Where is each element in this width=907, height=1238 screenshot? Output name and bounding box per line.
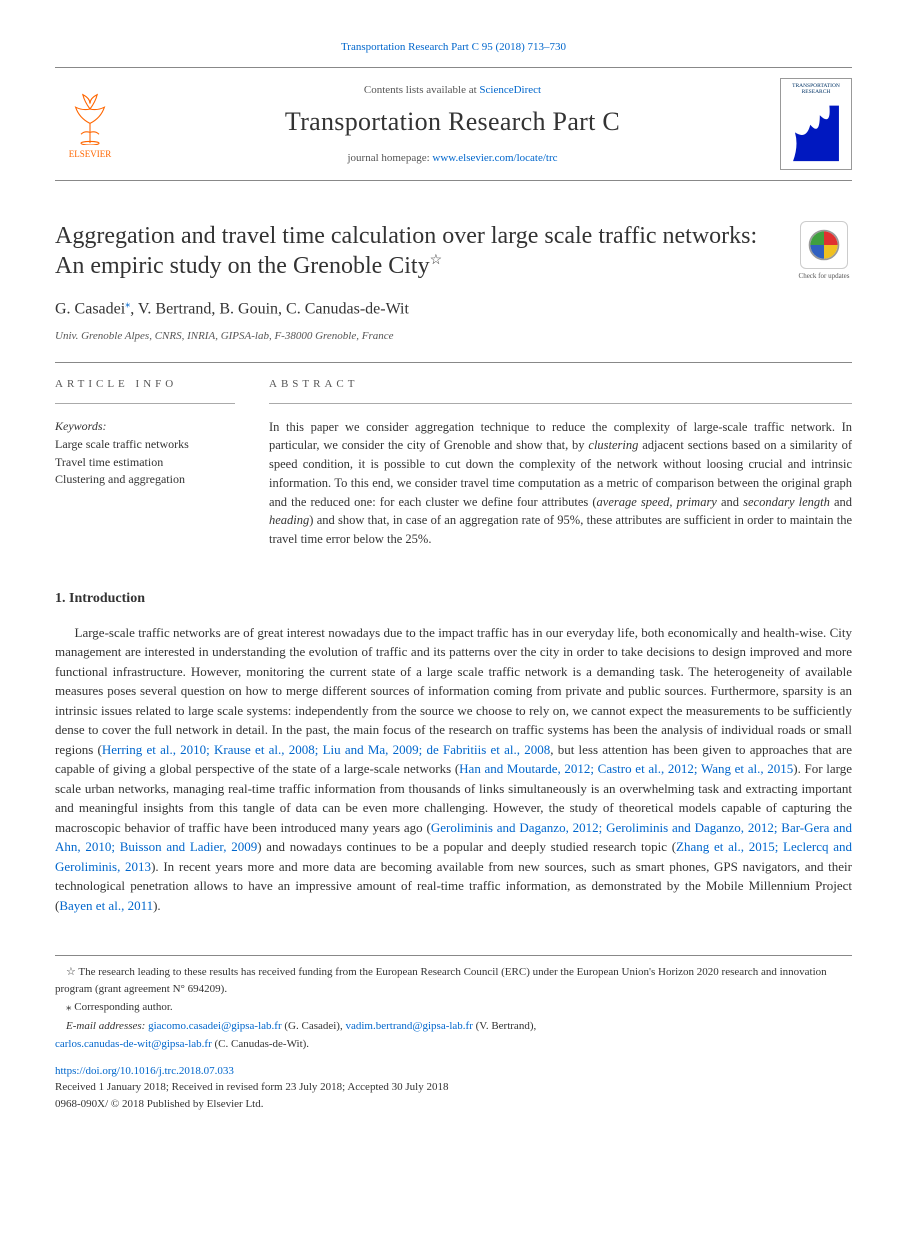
divider [55, 362, 852, 363]
abstract-column: ABSTRACT In this paper we consider aggre… [269, 377, 852, 549]
authors-rest: , V. Bertrand, B. Gouin, C. Canudas-de-W… [130, 301, 409, 318]
funding-footnote: ☆ The research leading to these results … [55, 964, 852, 997]
article-info-column: ARTICLE INFO Keywords: Large scale traff… [55, 377, 235, 549]
keyword-item: Travel time estimation [55, 454, 235, 471]
email-link[interactable]: giacomo.casadei@gipsa-lab.fr [148, 1020, 282, 1032]
contents-prefix: Contents lists available at [364, 84, 479, 96]
journal-homepage-line: journal homepage: www.elsevier.com/locat… [137, 151, 768, 166]
elsevier-logo: ELSEVIER [55, 84, 125, 164]
intro-paragraph: Large-scale traffic networks are of grea… [55, 623, 852, 916]
check-updates-label: Check for updates [796, 272, 852, 282]
journal-name: Transportation Research Part C [137, 104, 768, 140]
intro-text: ) and nowadays continues to be a popular… [257, 839, 676, 854]
email-link[interactable]: vadim.bertrand@gipsa-lab.fr [345, 1020, 472, 1032]
received-dates: Received 1 January 2018; Received in rev… [55, 1079, 852, 1096]
journal-citation: Transportation Research Part C 95 (2018)… [55, 40, 852, 55]
author-first: G. Casadei [55, 301, 125, 318]
journal-homepage-link[interactable]: www.elsevier.com/locate/trc [432, 152, 557, 164]
corresponding-footnote: ⁎ Corresponding author. [55, 999, 852, 1016]
intro-text: ). In recent years more and more data ar… [55, 859, 852, 913]
keyword-item: Clustering and aggregation [55, 471, 235, 488]
email-who: (V. Bertrand), [473, 1020, 536, 1032]
email-who: (G. Casadei), [282, 1020, 346, 1032]
citation-link[interactable]: Herring et al., 2010; Krause et al., 200… [102, 742, 550, 757]
intro-text: Large-scale traffic networks are of grea… [55, 625, 852, 757]
elsevier-tree-icon [60, 88, 120, 148]
citation-link[interactable]: Bayen et al., 2011 [59, 898, 153, 913]
doi-link[interactable]: https://doi.org/10.1016/j.trc.2018.07.03… [55, 1065, 234, 1077]
header-center: Contents lists available at ScienceDirec… [137, 83, 768, 166]
homepage-prefix: journal homepage: [347, 152, 432, 164]
affiliation: Univ. Grenoble Alpes, CNRS, INRIA, GIPSA… [55, 329, 852, 344]
author-list: G. Casadei⁎, V. Bertrand, B. Gouin, C. C… [55, 298, 852, 321]
journal-header-box: ELSEVIER Contents lists available at Sci… [55, 67, 852, 181]
paper-title: Aggregation and travel time calculation … [55, 221, 776, 281]
abstract-heading: ABSTRACT [269, 377, 852, 403]
intro-text: ). [153, 898, 161, 913]
email-who: (C. Canudas-de-Wit). [212, 1038, 309, 1050]
keywords-label: Keywords: [55, 418, 235, 435]
paper-title-text: Aggregation and travel time calculation … [55, 223, 757, 279]
title-block: Aggregation and travel time calculation … [55, 221, 852, 282]
sciencedirect-link[interactable]: ScienceDirect [479, 84, 541, 96]
section-1-title: 1. Introduction [55, 589, 852, 609]
citation-link[interactable]: Han and Moutarde, 2012; Castro et al., 2… [459, 761, 793, 776]
title-footnote-star: ☆ [430, 253, 443, 268]
cover-art-icon [785, 98, 847, 165]
emails-label: E-mail addresses: [66, 1020, 148, 1032]
crossmark-icon [800, 221, 848, 269]
info-abstract-row: ARTICLE INFO Keywords: Large scale traff… [55, 377, 852, 549]
elsevier-label: ELSEVIER [69, 148, 112, 161]
journal-citation-link[interactable]: Transportation Research Part C 95 (2018)… [341, 41, 566, 53]
check-updates-badge[interactable]: Check for updates [796, 221, 852, 282]
issn-copyright: 0968-090X/ © 2018 Published by Elsevier … [55, 1096, 852, 1113]
abstract-text: In this paper we consider aggregation te… [269, 418, 852, 549]
footnotes-block: ☆ The research leading to these results … [55, 955, 852, 1053]
email-link[interactable]: carlos.canudas-de-wit@gipsa-lab.fr [55, 1038, 212, 1050]
emails-footnote: E-mail addresses: giacomo.casadei@gipsa-… [55, 1018, 852, 1035]
journal-cover-thumb: TRANSPORTATION RESEARCH [780, 78, 852, 170]
emails-footnote-2: carlos.canudas-de-wit@gipsa-lab.fr (C. C… [55, 1036, 852, 1053]
article-info-heading: ARTICLE INFO [55, 377, 235, 403]
cover-title: TRANSPORTATION RESEARCH [785, 83, 847, 95]
page-container: Transportation Research Part C 95 (2018)… [0, 0, 907, 1142]
doi-block: https://doi.org/10.1016/j.trc.2018.07.03… [55, 1063, 852, 1113]
contents-lists-line: Contents lists available at ScienceDirec… [137, 83, 768, 98]
keyword-item: Large scale traffic networks [55, 436, 235, 453]
